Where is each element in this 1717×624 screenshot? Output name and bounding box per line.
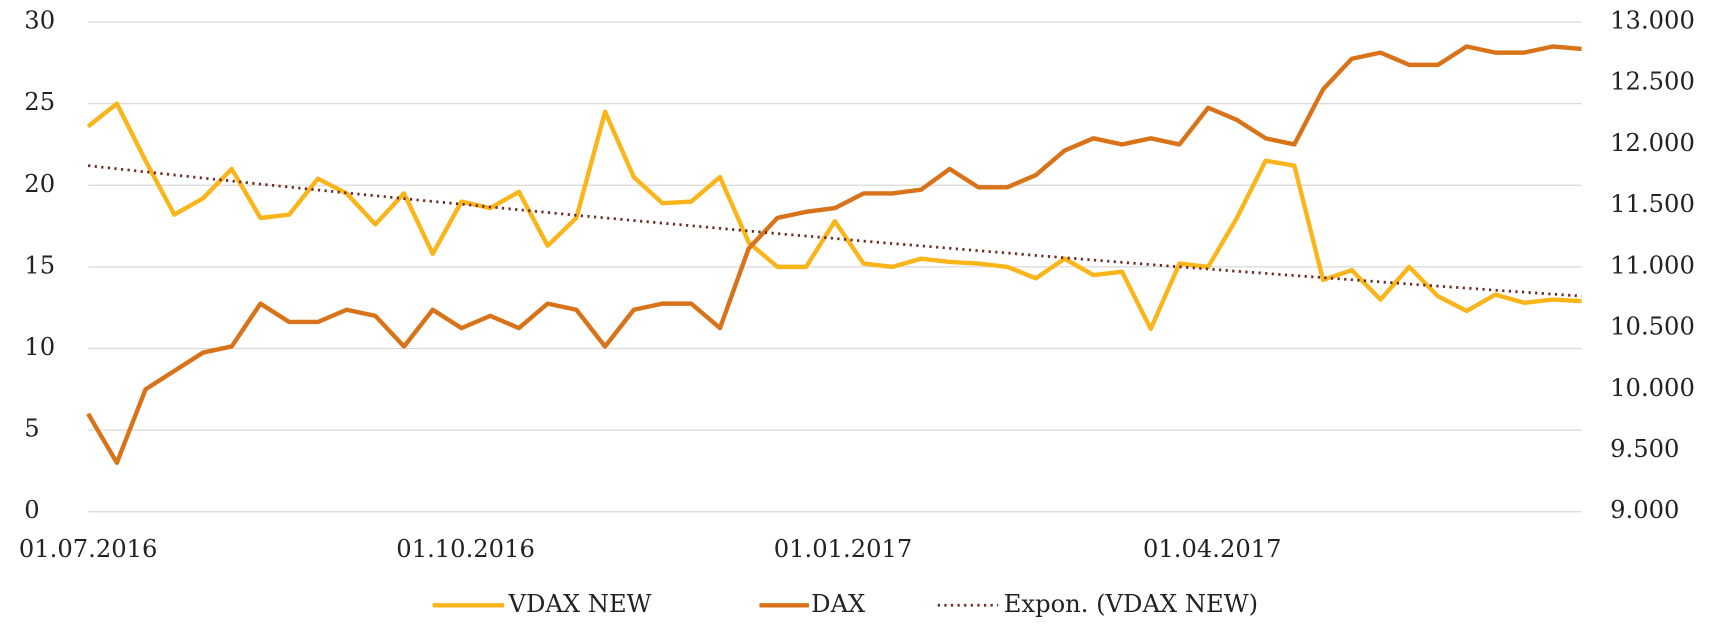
y2-tick-label: 9.000 [1610,496,1679,524]
legend-label: DAX [811,590,866,618]
x-tick-label: 01.04.2017 [1143,535,1282,563]
y2-tick-label: 11.500 [1610,190,1695,218]
x-tick-label: 01.10.2016 [396,535,535,563]
y-tick-label: 20 [24,170,55,198]
y-tick-label: 5 [24,415,39,443]
series-line [86,101,1582,332]
x-tick-label: 01.01.2017 [774,535,913,563]
series-line [86,44,1582,465]
y2-tick-label: 10.500 [1610,313,1695,341]
y-tick-label: 25 [24,88,55,116]
y2-tick-label: 11.000 [1610,251,1695,279]
y2-tick-label: 12.500 [1610,68,1695,96]
y2-tick-label: 10.000 [1610,374,1695,402]
y-tick-label: 15 [24,251,55,279]
y2-tick-label: 12.000 [1610,129,1695,157]
y2-tick-label: 13.000 [1610,7,1695,35]
series-line [87,164,1582,298]
y-tick-label: 0 [24,496,39,524]
legend-label: VDAX NEW [508,590,652,618]
y-tick-label: 10 [24,333,55,361]
legend-label: Expon. (VDAX NEW) [1004,590,1258,618]
y-tick-label: 30 [24,7,55,35]
y2-tick-label: 9.500 [1610,435,1679,463]
x-tick-label: 01.07.2016 [19,535,158,563]
